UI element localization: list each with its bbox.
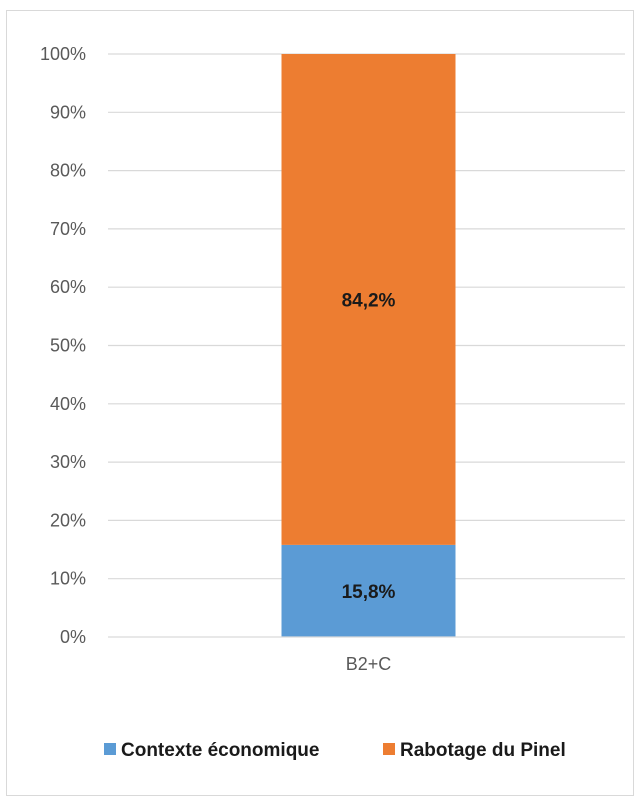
y-tick-label: 80% <box>50 161 86 181</box>
legend: Contexte économique Rabotage du Pinel <box>104 740 566 761</box>
bar-segment-1 <box>281 544 456 637</box>
y-tick-label: 10% <box>50 569 86 589</box>
y-tick-label: 40% <box>50 394 86 414</box>
y-tick-label: 60% <box>50 277 86 297</box>
legend-entry: Contexte économique <box>121 740 319 761</box>
legend-entry: Rabotage du Pinel <box>400 740 566 761</box>
data-labels: 15,8% 84,2% <box>342 290 396 603</box>
data-label: 15,8% <box>342 582 396 603</box>
y-tick-label: 90% <box>50 102 86 122</box>
legend-swatch <box>383 743 395 755</box>
bar-segment-2 <box>281 54 456 545</box>
x-axis-categories: B2+C <box>346 654 392 674</box>
y-tick-label: 70% <box>50 219 86 239</box>
x-category-label: B2+C <box>346 654 392 674</box>
y-tick-label: 30% <box>50 452 86 472</box>
legend-swatch <box>104 743 116 755</box>
y-tick-label: 100% <box>40 44 86 64</box>
y-tick-label: 50% <box>50 336 86 356</box>
y-tick-label: 20% <box>50 510 86 530</box>
y-tick-label: 0% <box>60 627 86 647</box>
data-label: 84,2% <box>342 290 396 311</box>
y-axis-ticks: 0% 10% 20% 30% 40% 50% 60% 70% 80% 90% 100% <box>40 44 86 647</box>
bars <box>281 54 456 637</box>
